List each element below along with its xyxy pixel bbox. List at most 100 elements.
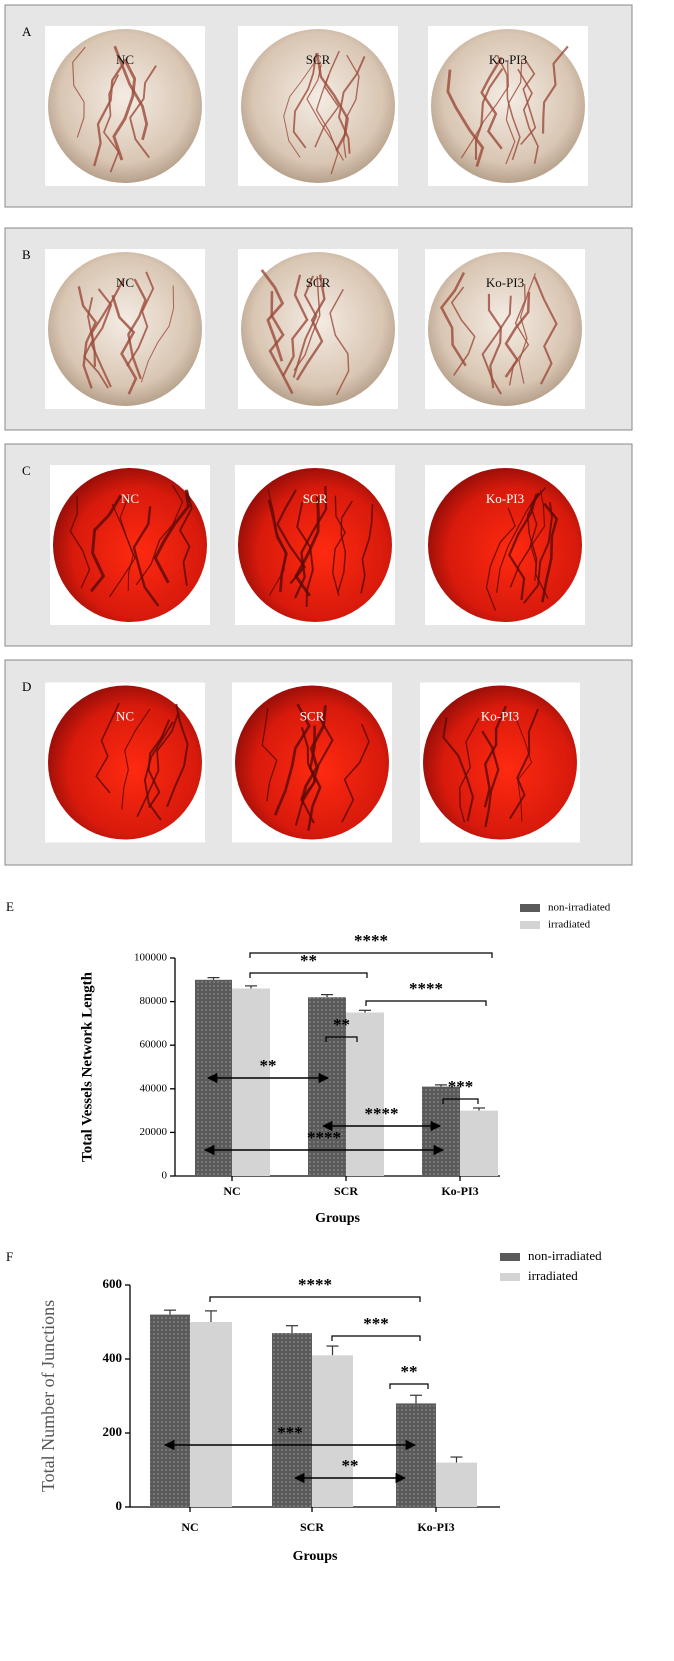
vessel-image (241, 29, 395, 183)
image-label: SCR (306, 52, 331, 67)
vessel (300, 715, 334, 824)
bar (312, 1355, 353, 1507)
panel-label: B (22, 247, 31, 262)
x-tick-label: SCR (300, 1520, 324, 1534)
legend-label: non-irradiated (548, 902, 611, 914)
vessel (530, 489, 546, 581)
image-label: SCR (303, 491, 328, 506)
image-label: NC (121, 491, 139, 506)
vessel (533, 276, 558, 385)
significance-label: *** (277, 1423, 303, 1442)
significance-bracket (365, 1000, 487, 1006)
vessel (341, 723, 370, 823)
image-label: SCR (300, 708, 325, 723)
vessel (261, 708, 278, 802)
image-label: NC (116, 52, 134, 67)
vessel (459, 717, 480, 823)
vessel (294, 496, 320, 597)
vessel (126, 271, 155, 367)
vessel (112, 58, 137, 161)
bar-texture (422, 1086, 460, 1176)
dish (423, 685, 577, 840)
vessel (315, 74, 339, 175)
vessel (450, 286, 476, 376)
vessel-image (48, 252, 202, 406)
vessel (541, 502, 559, 603)
y-tick-label: 0 (162, 1170, 168, 1182)
vessel (136, 711, 180, 818)
vessel (273, 703, 311, 816)
vessel-image (241, 252, 395, 406)
vessel (485, 507, 516, 611)
vessel (267, 488, 286, 596)
legend-swatch (520, 921, 540, 929)
vessel-image (423, 685, 577, 840)
vessel (306, 64, 344, 161)
vessel-image (48, 29, 202, 183)
bar-texture (272, 1333, 312, 1507)
vessel (147, 719, 171, 809)
bar (190, 1322, 232, 1507)
significance-bracket (209, 1296, 421, 1302)
significance-label: **** (298, 1275, 332, 1294)
significance-label: **** (307, 1128, 341, 1147)
vessel (509, 486, 547, 588)
legend-label: irradiated (548, 919, 591, 931)
vessel-image (235, 685, 389, 840)
significance-bracket (249, 952, 493, 958)
significance-label: **** (409, 979, 443, 998)
vessel (69, 496, 91, 589)
x-tick-label: SCR (334, 1184, 358, 1198)
vessel (515, 719, 533, 822)
x-tick-label: Ko-PI3 (441, 1184, 478, 1198)
vessel (260, 269, 285, 362)
x-tick-label: NC (223, 1184, 240, 1198)
legend-label: irradiated (528, 1268, 578, 1283)
significance-label: ** (401, 1362, 418, 1381)
legend-label: non-irradiated (528, 1248, 602, 1263)
vessel (518, 273, 536, 384)
vessel (300, 705, 327, 802)
vessel (293, 486, 328, 599)
vessel (102, 74, 120, 173)
x-tick-label: NC (181, 1520, 198, 1534)
image-label: NC (116, 275, 134, 290)
vessel (446, 69, 485, 168)
vessel (135, 484, 184, 586)
vessel (77, 286, 98, 389)
vessel (282, 274, 309, 377)
vessel (121, 708, 151, 810)
y-tick-label: 100000 (134, 952, 168, 964)
dish (48, 252, 202, 406)
vessel (360, 504, 374, 594)
vessel (292, 275, 318, 378)
significance-bracket (442, 1098, 479, 1104)
dish (48, 685, 202, 840)
vessel (153, 489, 190, 584)
dish (428, 252, 582, 406)
significance-label: ** (333, 1015, 350, 1034)
vessel (89, 494, 123, 593)
vessel (480, 56, 503, 150)
y-axis-title: Total Vessels Network Length (79, 971, 95, 1162)
significance-bracket (249, 972, 368, 978)
y-tick-label: 200 (103, 1424, 123, 1439)
vessel (132, 506, 160, 607)
vessel (119, 492, 134, 591)
significance-bracket (325, 1036, 358, 1042)
bar (232, 988, 270, 1176)
vessel (331, 495, 347, 596)
vessel (517, 68, 539, 164)
significance-bracket (389, 1383, 429, 1389)
vessel (283, 59, 317, 158)
vessel (314, 50, 340, 148)
legend-swatch (500, 1273, 520, 1281)
image-label: Ko-PI3 (486, 491, 524, 506)
vessel (166, 703, 189, 808)
vessel (483, 705, 507, 808)
vessel (487, 293, 502, 389)
panel-label: F (6, 1249, 13, 1264)
y-tick-label: 60000 (140, 1039, 168, 1051)
bar-texture (150, 1314, 190, 1507)
y-tick-label: 80000 (140, 995, 168, 1007)
